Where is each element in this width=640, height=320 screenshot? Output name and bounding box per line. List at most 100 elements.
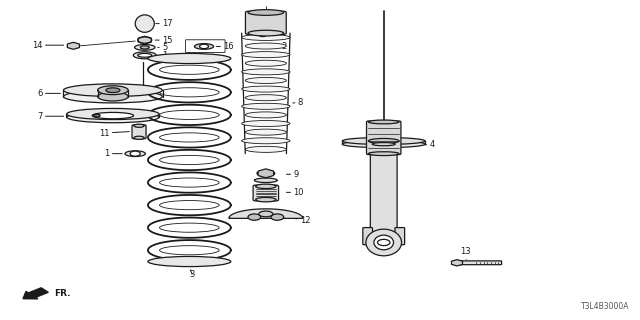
Polygon shape [451, 260, 463, 266]
Ellipse shape [255, 184, 276, 188]
Polygon shape [138, 36, 152, 44]
Ellipse shape [248, 30, 284, 36]
Ellipse shape [159, 246, 219, 255]
Ellipse shape [125, 151, 145, 156]
Ellipse shape [242, 86, 290, 92]
Polygon shape [258, 169, 273, 178]
Circle shape [378, 239, 390, 245]
Ellipse shape [133, 52, 156, 59]
FancyArrow shape [23, 288, 48, 299]
Ellipse shape [134, 136, 144, 140]
FancyBboxPatch shape [253, 185, 278, 201]
Ellipse shape [98, 86, 128, 95]
Ellipse shape [342, 138, 425, 144]
Text: 1: 1 [104, 149, 122, 158]
Text: 4: 4 [425, 140, 435, 149]
Ellipse shape [92, 112, 134, 119]
Text: 2: 2 [275, 42, 287, 51]
FancyBboxPatch shape [132, 125, 146, 139]
Ellipse shape [148, 53, 231, 64]
Ellipse shape [245, 146, 287, 152]
Circle shape [248, 214, 260, 220]
Text: 9: 9 [287, 170, 298, 179]
FancyBboxPatch shape [395, 228, 404, 245]
Ellipse shape [67, 108, 159, 120]
Ellipse shape [342, 141, 425, 148]
Text: 5: 5 [157, 43, 167, 52]
Ellipse shape [259, 211, 273, 217]
Ellipse shape [138, 53, 152, 57]
FancyBboxPatch shape [363, 228, 372, 245]
Text: 10: 10 [287, 188, 304, 197]
Ellipse shape [148, 256, 231, 267]
Ellipse shape [67, 112, 159, 123]
Text: 17: 17 [156, 19, 173, 28]
Text: 8: 8 [293, 99, 303, 108]
Ellipse shape [245, 43, 287, 49]
Ellipse shape [159, 133, 219, 142]
Circle shape [200, 44, 209, 49]
Ellipse shape [245, 95, 287, 101]
Ellipse shape [159, 88, 219, 97]
Ellipse shape [159, 223, 219, 232]
Ellipse shape [372, 231, 395, 235]
Ellipse shape [250, 32, 275, 37]
Text: 16: 16 [216, 42, 234, 51]
Ellipse shape [369, 120, 399, 124]
Text: 15: 15 [155, 36, 172, 44]
Ellipse shape [135, 15, 154, 32]
Ellipse shape [242, 35, 290, 40]
Text: 12: 12 [292, 216, 310, 225]
Text: 1: 1 [157, 51, 167, 60]
Ellipse shape [98, 92, 128, 101]
Ellipse shape [242, 121, 290, 126]
Circle shape [130, 151, 140, 156]
Text: T3L4B3000A: T3L4B3000A [580, 302, 629, 311]
Ellipse shape [159, 156, 219, 164]
Ellipse shape [245, 112, 287, 118]
FancyBboxPatch shape [456, 261, 502, 265]
Ellipse shape [366, 229, 401, 256]
Ellipse shape [242, 138, 290, 144]
Ellipse shape [94, 114, 100, 117]
Ellipse shape [63, 84, 163, 97]
Ellipse shape [245, 129, 287, 135]
Text: 14: 14 [32, 41, 63, 50]
Ellipse shape [106, 88, 120, 92]
FancyBboxPatch shape [246, 11, 286, 34]
Ellipse shape [369, 152, 399, 156]
Ellipse shape [372, 142, 395, 146]
FancyBboxPatch shape [371, 143, 397, 234]
Ellipse shape [254, 178, 277, 182]
FancyBboxPatch shape [367, 121, 401, 155]
Ellipse shape [248, 10, 284, 15]
Text: 13: 13 [460, 247, 471, 260]
Ellipse shape [245, 60, 287, 66]
Ellipse shape [195, 44, 214, 49]
Polygon shape [229, 209, 303, 218]
Ellipse shape [159, 65, 219, 74]
Ellipse shape [159, 201, 219, 210]
Ellipse shape [140, 46, 149, 49]
Ellipse shape [134, 44, 155, 50]
Circle shape [271, 214, 284, 220]
Text: FR.: FR. [54, 289, 70, 298]
Ellipse shape [242, 103, 290, 109]
Ellipse shape [255, 197, 276, 202]
Text: 6: 6 [37, 89, 60, 98]
Polygon shape [67, 42, 79, 49]
Ellipse shape [369, 139, 399, 143]
Text: 11: 11 [99, 129, 129, 138]
Ellipse shape [374, 235, 394, 250]
Ellipse shape [63, 90, 163, 103]
Ellipse shape [242, 52, 290, 58]
Ellipse shape [257, 171, 275, 176]
Ellipse shape [242, 69, 290, 75]
Ellipse shape [134, 124, 144, 127]
Text: 7: 7 [37, 112, 63, 121]
Ellipse shape [245, 77, 287, 84]
Circle shape [259, 33, 266, 36]
Text: 3: 3 [189, 270, 195, 279]
Ellipse shape [159, 110, 219, 119]
Ellipse shape [159, 178, 219, 187]
